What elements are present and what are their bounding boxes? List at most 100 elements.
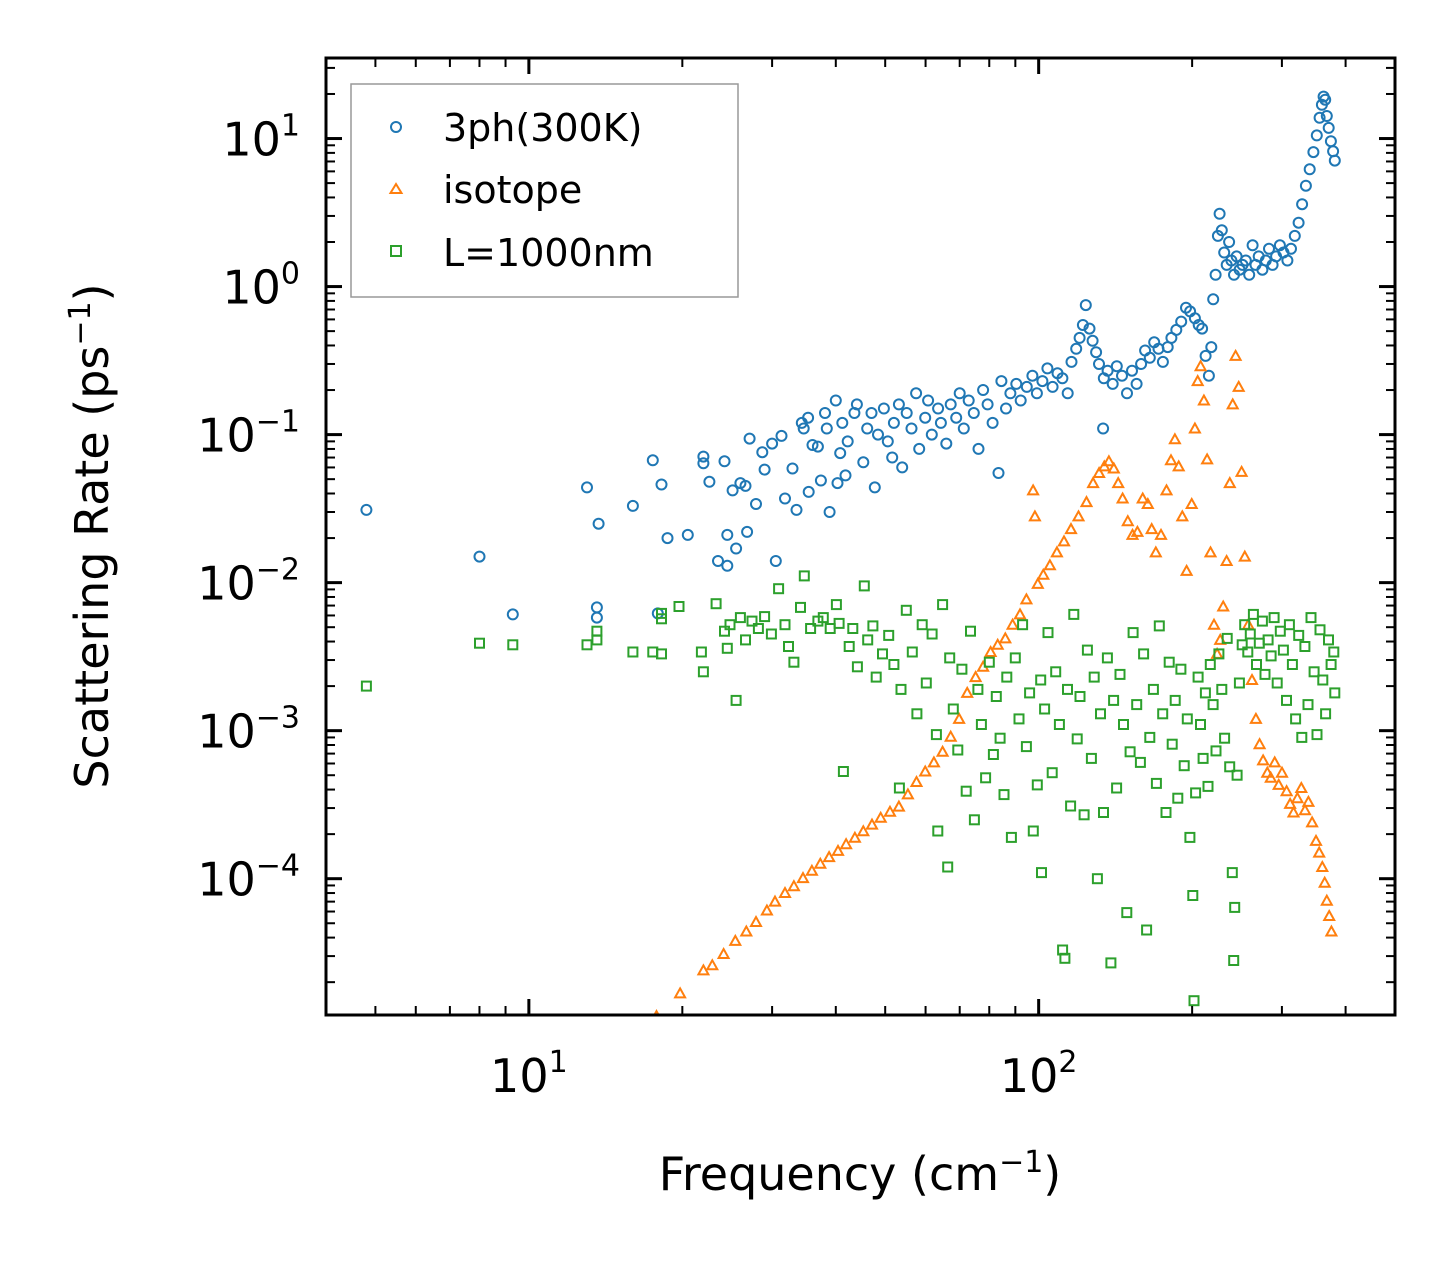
data-point [1209, 268, 1222, 281]
data-point [1197, 752, 1209, 764]
data-point [1143, 351, 1156, 364]
data-point [1199, 349, 1212, 362]
data-point [734, 612, 746, 624]
data-point [967, 407, 980, 419]
data-point [697, 457, 710, 470]
data-point [766, 437, 779, 450]
data-point [1308, 666, 1320, 678]
data-point [1043, 558, 1057, 571]
data-point [865, 817, 879, 830]
data-point [888, 659, 900, 670]
data-point [1322, 908, 1336, 921]
data-point [805, 863, 819, 876]
x-tick-label: 102 [1000, 1045, 1078, 1103]
data-point [1107, 461, 1121, 474]
data-point [1130, 377, 1143, 390]
data-point [697, 666, 709, 678]
data-point [1111, 476, 1125, 489]
data-point [1263, 242, 1275, 255]
data-point [983, 656, 995, 668]
data-point [1299, 179, 1312, 192]
legend-marker-boundary [390, 245, 402, 257]
data-point [1111, 782, 1123, 794]
data-point [1121, 514, 1135, 527]
data-point [1296, 198, 1309, 211]
data-point [1207, 293, 1220, 306]
data-point [935, 744, 950, 757]
data-point [775, 429, 788, 442]
data-point [1041, 362, 1054, 375]
data-point [647, 646, 659, 658]
data-point [1163, 656, 1175, 668]
data-point [1061, 387, 1074, 400]
data-point [1274, 625, 1286, 637]
data-point [1019, 592, 1034, 605]
data-point [1233, 677, 1245, 689]
data-point [695, 646, 707, 658]
data-point [925, 428, 938, 441]
data-point [960, 785, 972, 797]
data-point [1124, 746, 1136, 758]
data-point [1010, 377, 1023, 390]
data-point [896, 461, 909, 474]
data-point [1305, 815, 1319, 828]
data-point [1215, 224, 1228, 237]
data-point [798, 570, 810, 582]
data-point [900, 604, 912, 616]
data-point [1219, 553, 1234, 566]
data-point [1009, 652, 1021, 664]
data-point [1004, 387, 1017, 400]
data-point [805, 623, 817, 634]
data-point [1327, 145, 1340, 158]
data-point [1190, 787, 1202, 799]
data-point [1121, 907, 1133, 919]
data-point [760, 903, 774, 916]
data-point [886, 451, 899, 464]
data-point [721, 528, 734, 541]
data-point [998, 789, 1010, 801]
data-point [1277, 644, 1289, 656]
data-point [994, 732, 1006, 744]
data-point [839, 469, 852, 482]
data-point [1302, 699, 1314, 711]
data-point [1046, 380, 1059, 393]
data-point [749, 914, 763, 927]
data-point [965, 625, 976, 637]
data-point [911, 708, 923, 720]
data-point [779, 619, 791, 631]
data-point [661, 532, 674, 545]
data-point [981, 398, 994, 411]
data-point [1086, 476, 1100, 489]
data-point [739, 479, 752, 492]
data-point [1070, 342, 1083, 355]
data-point [944, 398, 957, 411]
data-point [1172, 792, 1184, 804]
data-point [1056, 372, 1069, 385]
data-point [1228, 955, 1240, 966]
data-point [944, 729, 958, 742]
data-point [1234, 464, 1249, 477]
data-point [1207, 617, 1221, 630]
data-point [922, 394, 935, 407]
data-point [778, 885, 792, 898]
data-point [507, 639, 519, 651]
data-point [893, 782, 905, 794]
data-point [1024, 687, 1036, 699]
data-point [1079, 495, 1094, 508]
data-point [1293, 629, 1305, 641]
data-point [1193, 359, 1208, 372]
data-point [802, 485, 815, 498]
data-point [892, 398, 905, 411]
data-point [1310, 129, 1323, 142]
data-point [813, 856, 827, 869]
data-point [506, 608, 519, 621]
data-point [673, 986, 687, 999]
y-tick-label: 10−3 [197, 701, 300, 759]
data-point [721, 642, 733, 654]
data-point [856, 824, 870, 837]
data-point [1286, 805, 1301, 818]
data-point [1147, 683, 1159, 695]
data-point [987, 749, 999, 760]
data-point [1232, 379, 1246, 392]
data-point [851, 661, 863, 673]
